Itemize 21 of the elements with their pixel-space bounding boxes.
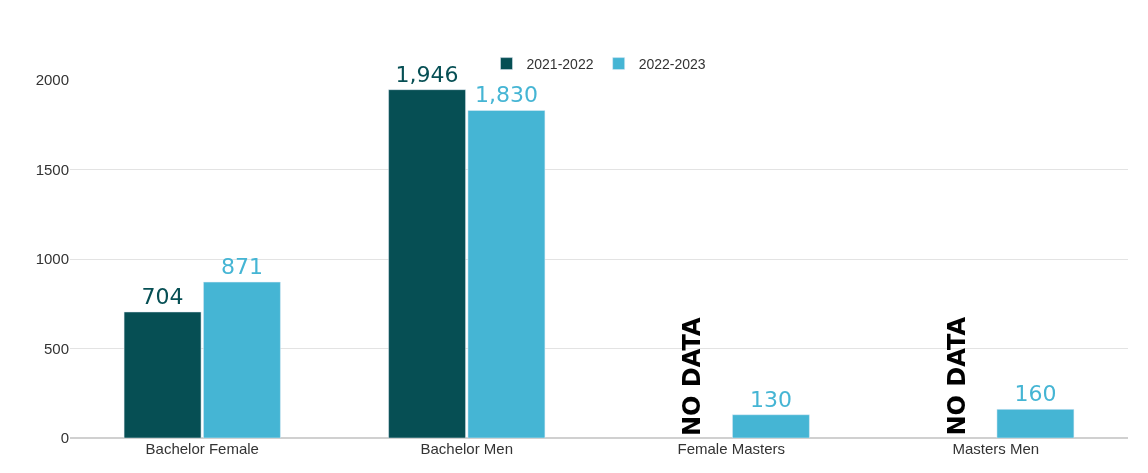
text: NO DATA: [942, 317, 971, 436]
x-tick-label: Female Masters: [677, 440, 786, 457]
legend-label: 2022-2023: [638, 56, 706, 73]
x-tick-label: Bachelor Female: [145, 440, 259, 457]
bar: [996, 409, 1075, 438]
x-tick-label: Masters Men: [952, 440, 1040, 457]
y-tick-label: 1000: [35, 250, 69, 268]
data-label: 704: [141, 283, 184, 309]
y-tick-label: 1500: [35, 160, 69, 178]
data-label: 871: [220, 254, 263, 280]
data-label: 1,830: [474, 82, 538, 108]
legend-label: 2021-2022: [526, 56, 594, 73]
bar: [732, 414, 810, 438]
y-tick-label: 500: [43, 339, 69, 357]
y-tick-label: 2000: [35, 71, 69, 89]
data-label: 130: [749, 386, 792, 412]
y-tick-label: 0: [60, 429, 69, 447]
data-label: 1,946: [395, 61, 459, 87]
text: NO DATA: [678, 317, 707, 437]
x-tick-label: Bachelor Men: [420, 440, 514, 457]
data-label: 160: [1014, 381, 1057, 407]
